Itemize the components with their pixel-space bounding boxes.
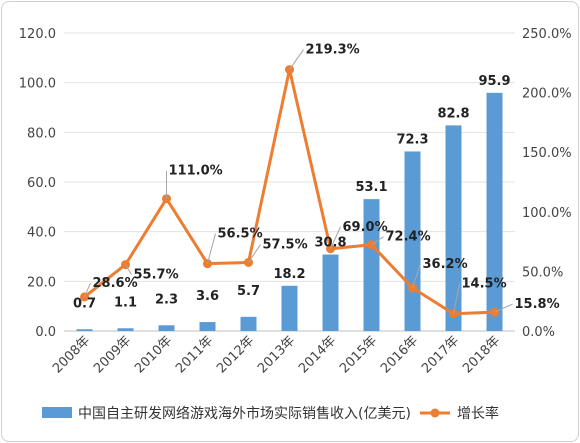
line-data-label: 69.0%: [343, 220, 388, 235]
bar-data-label: 53.1: [355, 180, 387, 195]
legend-label-bar: 中国自主研发网络游戏海外市场实际销售收入(亿美元): [78, 405, 411, 422]
right-tick-label: 0.0%: [522, 325, 555, 340]
bar-data-label: 2.3: [155, 292, 178, 307]
line-data-label: 219.3%: [306, 43, 360, 58]
bar-data-label: 82.8: [437, 106, 469, 121]
line-data-label: 15.8%: [515, 297, 560, 312]
line-data-label: 72.4%: [386, 230, 431, 245]
x-tick-label: 2018年: [460, 333, 503, 376]
left-tick-label: 120.0: [19, 27, 56, 42]
legend-swatch-marker: [430, 408, 440, 418]
right-tick-label: 150.0%: [522, 146, 572, 161]
legend-swatch-bar: [42, 407, 72, 418]
bar-series: [76, 92, 503, 332]
leader-line: [125, 264, 132, 275]
x-tick-label: 2012年: [214, 333, 257, 376]
gridlines: [64, 32, 515, 332]
leader-line: [289, 49, 304, 70]
x-tick-label: 2008年: [50, 333, 93, 376]
bar: [486, 92, 503, 332]
leader-line: [494, 303, 513, 313]
left-tick-label: 20.0: [27, 275, 56, 290]
legend-label-line: 增长率: [457, 405, 499, 422]
line-data-labels: 28.6%55.7%111.0%56.5%57.5%219.3%69.0%72.…: [84, 43, 560, 314]
left-tick-label: 40.0: [27, 226, 56, 241]
bar: [322, 254, 339, 331]
bar: [445, 125, 462, 331]
x-tick-label: 2010年: [132, 333, 175, 376]
leader-line: [84, 282, 91, 298]
leader-line: [207, 233, 216, 264]
bar: [199, 322, 216, 331]
x-tick-label: 2016年: [378, 333, 421, 376]
bar-data-label: 1.1: [114, 295, 137, 310]
bar-data-label: 0.7: [73, 296, 96, 311]
leader-line: [412, 263, 421, 289]
bar-data-label: 5.7: [237, 284, 260, 299]
leader-line: [330, 226, 341, 249]
bar-data-label: 18.2: [273, 267, 305, 282]
leader-line: [453, 283, 460, 314]
line-data-label: 56.5%: [218, 227, 263, 242]
x-tick-label: 2017年: [419, 333, 462, 376]
x-tick-label: 2009年: [91, 333, 134, 376]
bar-data-labels: 0.7 1.1 2.3 3.6 5.7 18.2 30.8 53.1 72.3 82.8 95.9: [73, 74, 511, 311]
line-data-label: 36.2%: [423, 257, 468, 272]
bar: [281, 285, 298, 331]
x-axis-ticks: 2008年2009年2010年2011年2012年2013年2014年2015年…: [50, 333, 503, 376]
line-data-label: 57.5%: [263, 237, 308, 252]
bar-data-label: 3.6: [196, 289, 219, 304]
right-tick-label: 50.0%: [522, 265, 563, 280]
bar: [76, 329, 93, 331]
right-axis-ticks: 0.0% 50.0% 100.0% 150.0% 200.0% 250.0%: [522, 27, 572, 340]
bar-data-label: 72.3: [396, 132, 428, 147]
right-tick-label: 200.0%: [522, 87, 572, 102]
x-tick-label: 2015年: [337, 333, 380, 376]
bar: [240, 316, 257, 331]
left-tick-label: 80.0: [27, 126, 56, 141]
right-tick-label: 250.0%: [522, 27, 572, 42]
leader-line: [371, 236, 384, 246]
line-data-label: 14.5%: [462, 277, 507, 292]
left-tick-label: 60.0: [27, 176, 56, 191]
bar: [158, 325, 175, 331]
line-data-label: 111.0%: [169, 164, 223, 179]
bar: [363, 199, 380, 331]
line-data-label: 28.6%: [93, 276, 138, 291]
leader-line: [248, 244, 261, 263]
left-tick-label: 0.0: [35, 325, 56, 340]
legend: 中国自主研发网络游戏海外市场实际销售收入(亿美元) 增长率: [42, 405, 499, 422]
x-tick-label: 2013年: [255, 333, 298, 376]
right-tick-label: 100.0%: [522, 206, 572, 221]
bar-data-label: 30.8: [314, 236, 346, 251]
bar-data-label: 95.9: [478, 74, 510, 89]
left-tick-label: 100.0: [19, 77, 56, 92]
x-tick-label: 2014年: [296, 333, 339, 376]
bar: [117, 328, 134, 331]
x-tick-label: 2011年: [173, 333, 216, 376]
line-data-label: 55.7%: [134, 268, 179, 283]
left-axis-ticks: 0.0 20.0 40.0 60.0 80.0 100.0 120.0: [19, 27, 56, 340]
